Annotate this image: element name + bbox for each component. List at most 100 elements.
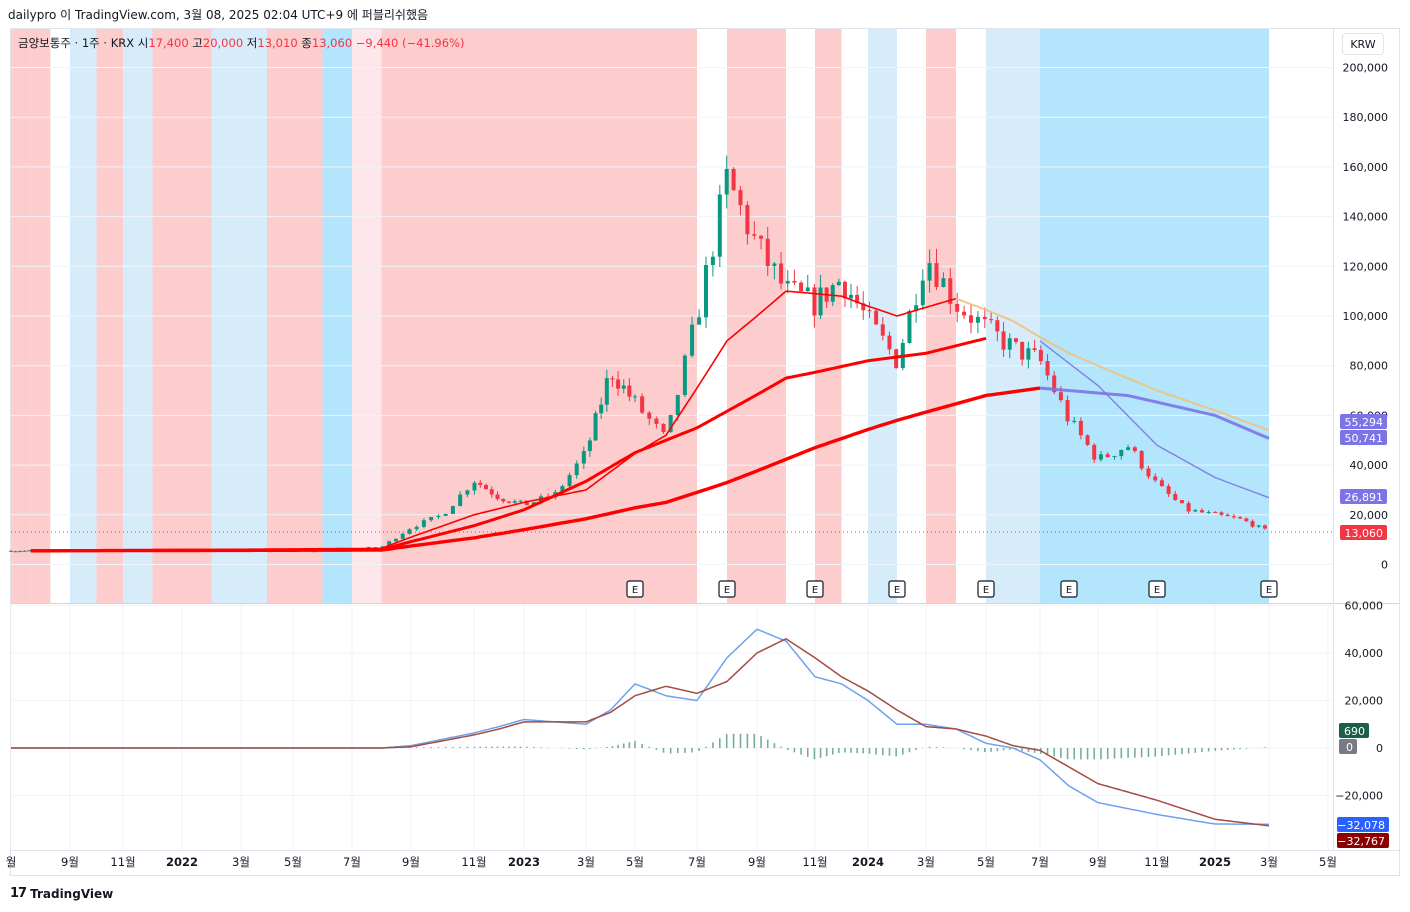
candle-body — [849, 294, 854, 299]
candle-body — [1256, 525, 1261, 527]
candle-body — [759, 235, 764, 239]
candle-body — [654, 418, 659, 424]
candle-body — [1052, 375, 1057, 393]
candle — [421, 518, 426, 529]
candle — [436, 514, 441, 520]
candle — [759, 234, 764, 250]
candle-body — [574, 463, 579, 476]
candle — [633, 394, 637, 403]
candle — [752, 221, 757, 240]
candle-body — [489, 489, 494, 495]
candle-body — [874, 310, 879, 325]
moving-average-line — [1039, 340, 1270, 499]
candle — [414, 525, 419, 531]
macd-price-label: −32,078 — [1337, 817, 1389, 832]
candle-body — [927, 263, 932, 281]
candle-body — [478, 482, 483, 486]
candle-body — [450, 505, 455, 515]
candle-body — [1153, 476, 1158, 481]
candle — [393, 538, 398, 543]
candle-body — [1159, 480, 1164, 487]
candle — [627, 378, 632, 402]
candle-body — [421, 520, 426, 527]
candle-body — [599, 404, 604, 414]
candle — [874, 308, 879, 326]
time-axis-tick: 2023 — [508, 855, 540, 869]
candle-body — [627, 385, 632, 397]
close-value: 13,060 — [311, 36, 353, 50]
candle — [1001, 322, 1006, 357]
candle-body — [818, 287, 823, 316]
earnings-marker-label: E — [1066, 585, 1072, 596]
candle — [472, 480, 477, 495]
macd-price-label-box — [1339, 739, 1357, 754]
candle — [1225, 513, 1230, 517]
time-axis-tick: 11월 — [110, 855, 135, 869]
low-label: 저 — [246, 36, 258, 50]
candle — [887, 331, 892, 355]
candle — [955, 292, 960, 323]
earnings-marker-box — [1060, 580, 1078, 598]
candle-body — [1262, 525, 1267, 529]
candle — [1020, 341, 1025, 366]
candle-body — [812, 287, 817, 316]
macd-price-label-box — [1337, 833, 1389, 848]
macd-price-label-text: 0 — [1346, 741, 1353, 754]
time-axis-tick: 9월 — [61, 855, 79, 869]
candle — [518, 500, 523, 503]
time-axis-tick: 3월 — [577, 855, 595, 869]
candle — [724, 155, 729, 209]
candle — [1119, 449, 1124, 460]
candle-body — [484, 485, 488, 490]
time-axis-tick: 5월 — [1319, 855, 1337, 869]
candle — [599, 397, 604, 419]
candle — [818, 274, 823, 320]
candle-body — [1166, 486, 1171, 494]
candle-body — [779, 263, 784, 284]
candle — [745, 201, 750, 245]
candle-body — [785, 280, 790, 284]
candle-body — [1206, 511, 1211, 513]
macd-price-label: 690 — [1339, 723, 1369, 738]
candle — [18, 550, 23, 553]
candle — [443, 513, 448, 517]
candle-body — [745, 205, 750, 235]
moving-average-line — [1039, 386, 1270, 440]
candle — [501, 498, 506, 504]
candle — [400, 532, 405, 540]
candle-body — [724, 168, 729, 195]
candle-body — [380, 546, 385, 548]
candle-body — [738, 190, 743, 206]
price-axis-tick: 200,000 — [1343, 62, 1389, 75]
price-label-text: 13,060 — [1345, 527, 1384, 540]
time-axis-tick: 3월 — [917, 855, 935, 869]
candle — [690, 316, 695, 358]
candle-body — [989, 319, 994, 321]
brand-name: TradingView — [30, 886, 114, 901]
candle-body — [18, 551, 23, 553]
price-label-text: 26,891 — [1345, 491, 1384, 504]
macd-axis-tick: 20,000 — [1345, 695, 1384, 708]
candle-body — [436, 515, 441, 517]
candle-body — [501, 498, 506, 502]
candle — [581, 446, 586, 469]
macd-price-label: 0 — [1339, 739, 1357, 754]
candle — [1072, 417, 1077, 424]
earnings-marker: E — [806, 580, 824, 598]
candle-body — [907, 310, 912, 343]
candle — [704, 256, 708, 329]
candle-body — [1146, 468, 1151, 477]
currency-button[interactable]: KRW — [1342, 33, 1384, 55]
candle-body — [400, 533, 405, 539]
candle — [717, 184, 722, 267]
candle-body — [1244, 518, 1249, 522]
candle-body — [682, 355, 687, 395]
candle — [1244, 517, 1249, 523]
candle — [587, 437, 592, 457]
time-axis-tick: 5월 — [977, 855, 995, 869]
price-label: 50,741 — [1340, 430, 1387, 445]
change-value: −9,440 (−41.96%) — [355, 36, 465, 50]
candle-body — [982, 316, 987, 320]
candle-body — [1238, 517, 1243, 519]
